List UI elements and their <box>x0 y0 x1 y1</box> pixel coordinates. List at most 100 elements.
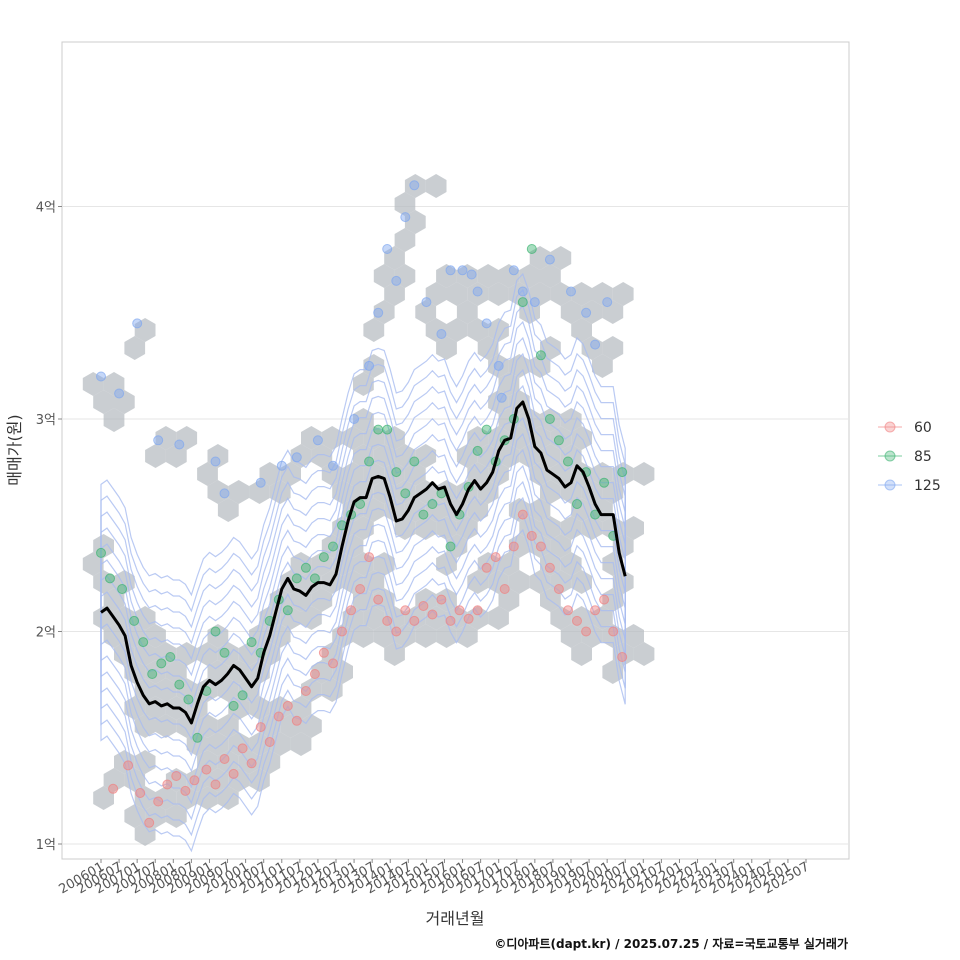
hex-bin <box>124 804 146 828</box>
data-point-60 <box>228 768 239 779</box>
trend-line <box>100 400 627 725</box>
data-point-60 <box>590 605 601 616</box>
legend-label-125: 125 <box>914 478 941 494</box>
data-point-125 <box>581 307 592 318</box>
data-point-60 <box>346 605 357 616</box>
hex-bin <box>103 372 125 396</box>
hex-bin <box>550 462 572 486</box>
data-point-125 <box>529 297 540 308</box>
y-axis-title: 매매가(원) <box>5 414 24 485</box>
legend-swatch-85 <box>884 450 896 462</box>
hex-bin <box>633 462 655 486</box>
legend-label-85: 85 <box>914 449 932 465</box>
data-point-85 <box>382 424 393 435</box>
hex-bin <box>155 678 177 702</box>
hex-bin <box>394 624 416 648</box>
data-point-60 <box>517 509 528 520</box>
hex-bin <box>550 606 572 630</box>
hex-bin <box>311 552 333 576</box>
hex-bin <box>269 732 291 756</box>
data-point-85 <box>105 573 115 584</box>
hex-bin <box>124 336 146 360</box>
hex-bin <box>467 282 489 306</box>
density-contour <box>100 272 626 853</box>
legend: 60 85 125 <box>878 420 941 494</box>
data-point-60 <box>237 743 248 754</box>
caption: ©디아파트(dapt.kr) / 2025.07.25 / 자료=국토교통부 실… <box>494 936 848 951</box>
hex-bin <box>529 498 551 522</box>
data-point-60 <box>264 737 275 747</box>
data-point-60 <box>219 754 230 764</box>
hex-bin <box>363 606 385 630</box>
data-point-125 <box>132 318 143 329</box>
hex-bin <box>540 516 561 540</box>
hex-bin <box>134 642 156 666</box>
hex-bin <box>529 534 551 558</box>
hex-bin <box>394 480 416 504</box>
hex-bin <box>581 300 603 324</box>
data-point-60 <box>418 601 429 611</box>
hex-bin <box>93 390 114 414</box>
data-point-85 <box>328 541 338 552</box>
hex-bin <box>176 642 198 666</box>
data-point-125 <box>219 488 230 499</box>
data-point-85 <box>318 552 329 563</box>
hex-bin <box>197 462 218 486</box>
y-axis-ticks: 1억 2억 3억 4억 <box>36 201 62 853</box>
hex-bin <box>280 606 301 630</box>
hex-bin <box>394 228 416 252</box>
data-point-85 <box>246 637 257 648</box>
hex-bin <box>425 174 447 198</box>
hex-bin <box>134 678 156 702</box>
hex-bin <box>82 552 104 576</box>
hex-bin <box>467 318 489 342</box>
hex-bin <box>581 624 603 648</box>
data-point-125 <box>466 269 477 280</box>
hex-bin <box>176 426 198 450</box>
data-point-85 <box>228 700 239 711</box>
hex-bin <box>217 498 239 522</box>
data-point-125 <box>400 212 411 223</box>
data-point-60 <box>599 594 610 605</box>
data-point-85 <box>219 647 230 658</box>
hex-bin <box>425 318 447 342</box>
hex-bin <box>540 264 561 288</box>
data-point-60 <box>472 605 483 616</box>
data-point-60 <box>373 594 384 605</box>
data-point-60 <box>499 584 510 594</box>
hex-bin <box>249 732 270 756</box>
hex-bin <box>623 624 644 648</box>
legend-label-60: 60 <box>914 420 932 436</box>
hex-bin <box>436 264 457 288</box>
hex-bin <box>197 786 218 810</box>
data-point-60 <box>572 615 582 626</box>
hex-bin <box>488 606 509 630</box>
hex-bin <box>446 282 468 306</box>
data-point-60 <box>364 552 375 563</box>
hex-bin <box>228 480 250 504</box>
hex-bin <box>155 714 177 738</box>
hex-bin <box>592 354 613 378</box>
data-point-85 <box>563 456 573 467</box>
data-point-60 <box>535 541 546 552</box>
hex-bin <box>384 282 405 306</box>
data-point-85 <box>572 499 582 509</box>
hex-bin <box>134 318 156 342</box>
data-point-85 <box>165 652 176 662</box>
hex-bin <box>259 714 281 738</box>
hex-bin <box>165 444 187 468</box>
data-point-85 <box>617 467 628 478</box>
hex-bin <box>404 606 426 630</box>
hex-bin <box>311 444 333 468</box>
hex-bin <box>488 570 509 594</box>
hex-bin <box>612 282 634 306</box>
x-axis-title: 거래년월 <box>426 909 485 928</box>
hex-bin <box>363 426 385 450</box>
hex-bin <box>103 408 125 432</box>
data-point-125 <box>481 318 492 329</box>
data-point-125 <box>472 286 483 297</box>
data-point-125 <box>508 265 519 276</box>
data-point-85 <box>391 467 402 478</box>
hex-bin <box>456 516 478 540</box>
data-point-60 <box>608 626 619 637</box>
